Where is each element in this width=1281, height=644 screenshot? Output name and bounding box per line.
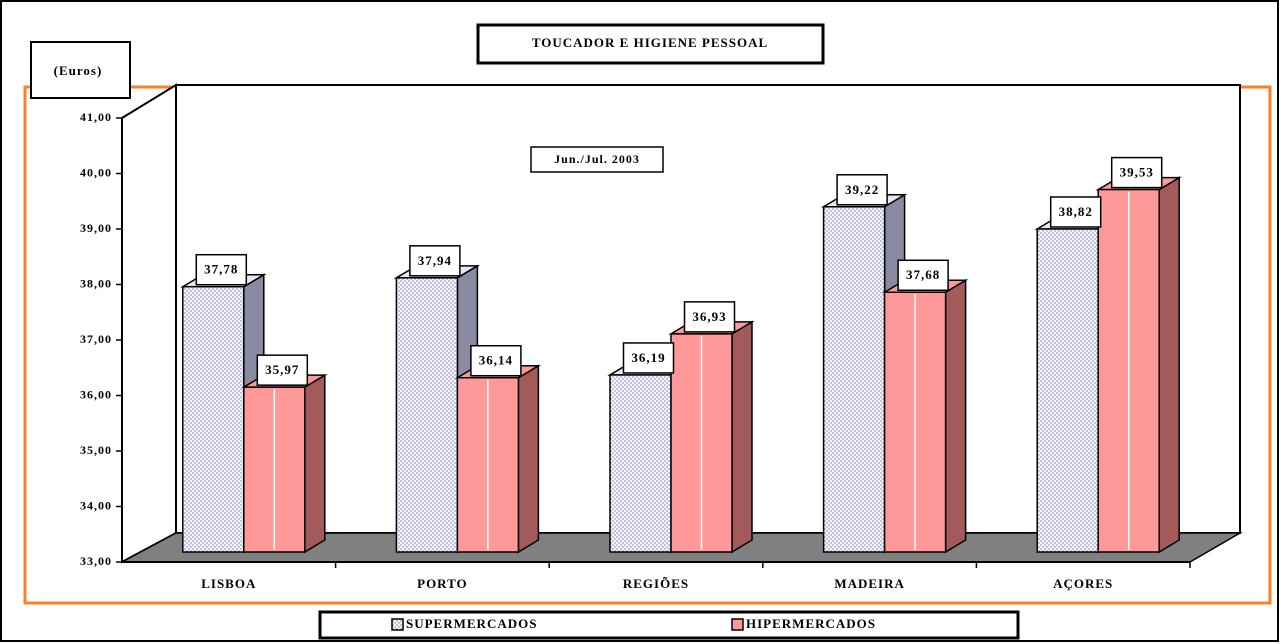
bar [1036,228,1099,553]
legend [318,610,1020,640]
legend-label: HIPERMERCADOS [746,616,876,631]
value-label-box [470,344,522,377]
value-label: 38,82 [1059,204,1093,219]
y-tick-label: 35,00 [80,443,112,457]
value-label: 36,19 [631,350,665,365]
bar-side [304,373,326,554]
value-label-box [256,354,309,386]
value-label-box [683,301,736,333]
bar-side [731,320,753,554]
y-tick-label: 38,00 [80,276,112,290]
annotation-box [530,146,664,173]
value-label-box [897,259,949,292]
value-label: 37,94 [418,253,452,268]
y-tick-label: 33,00 [80,554,112,568]
bar [182,285,245,553]
chart-title: TOUCADOR E HIGIENE PESSOAL [532,35,768,50]
value-label-box [1049,196,1102,228]
x-tick-label: PORTO [417,576,468,591]
value-label: 39,53 [1120,165,1154,180]
y-tick-label: 40,00 [80,165,112,179]
left-wall [121,83,177,564]
y-tick-label: 37,00 [80,332,112,346]
value-label: 36,93 [692,309,726,324]
x-tick-label: AÇORES [1053,576,1113,591]
y-tick-label: 34,00 [80,498,112,512]
y-tick-label: 39,00 [80,221,112,235]
value-label: 37,78 [204,262,238,277]
title-box [476,23,825,65]
annotation: Jun./Jul. 2003 [554,152,640,166]
value-label: 37,68 [906,267,940,282]
value-label-box [836,174,888,206]
value-label: 35,97 [265,362,299,377]
x-tick-label: REGIÕES [623,576,689,591]
y-label-box [30,41,131,99]
x-tick-label: LISBOA [201,576,256,591]
value-label: 36,14 [479,353,513,368]
bar [395,277,459,553]
y-tick-label: 36,00 [80,387,112,401]
y-axis-label: (Euros) [54,63,103,78]
y-tick-label: 41,00 [80,110,112,124]
value-label-box [195,253,248,286]
value-label-box [409,245,461,277]
x-tick-label: MADEIRA [834,576,905,591]
value-label-box [1110,156,1163,189]
value-label: 39,22 [845,182,879,197]
legend-swatch [391,618,404,631]
value-label-box [622,342,675,374]
bar-side [517,364,540,554]
bar-side [1158,176,1180,554]
bar [822,206,886,553]
legend-label: SUPERMERCADOS [406,616,537,631]
bar-side [944,278,967,554]
bar [609,374,672,553]
legend-swatch [731,618,744,631]
